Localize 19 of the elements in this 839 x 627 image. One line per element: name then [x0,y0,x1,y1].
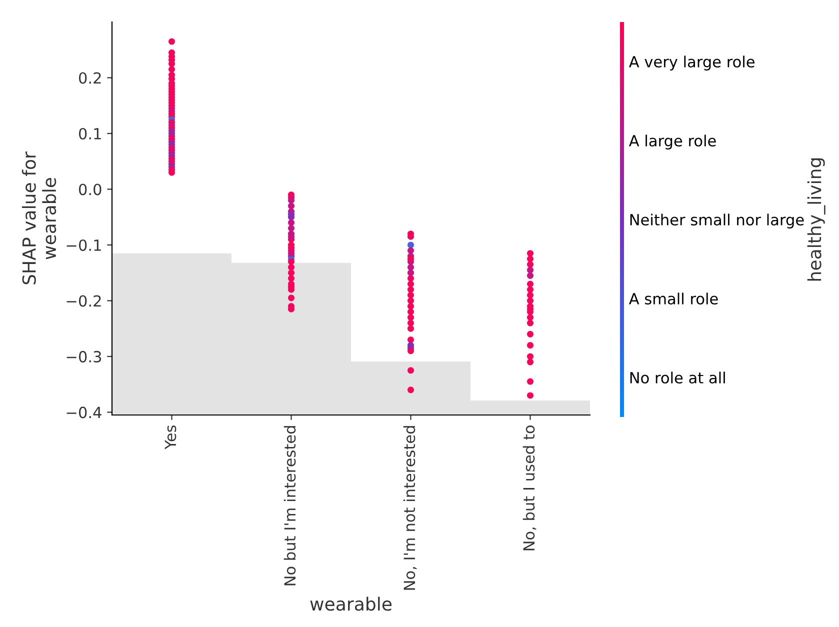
y-tick-label: 0.1 [78,128,101,140]
color-bar-label: Neither small nor large [630,214,804,228]
x-tick-label: No, but I used to [522,426,536,550]
color-bar-label: A very large role [628,56,754,70]
x-tick-label: No but I'm interested [284,426,296,586]
color-bar-label: No role at all [630,372,725,384]
color-bar-label: A large role [628,134,716,150]
color-bar-label: A small role [628,292,718,305]
y-tick-label: 0.2 [78,72,101,84]
y-tick-label: −0.2 [66,295,101,307]
x-tick-label: No, I'm not interested [403,426,417,590]
y-tick-label: −0.3 [66,350,102,362]
x-tick-label: Yes [164,425,176,450]
y-tick-label: −0.4 [66,406,102,418]
y-tick-label: 0.0 [78,184,102,196]
y-axis-title: SHAP value for wearable [22,152,56,284]
x-axis-title: wearable [310,596,392,611]
y-tick-label: −0.1 [66,239,101,251]
color-bar-title: healthy_living [807,158,826,281]
